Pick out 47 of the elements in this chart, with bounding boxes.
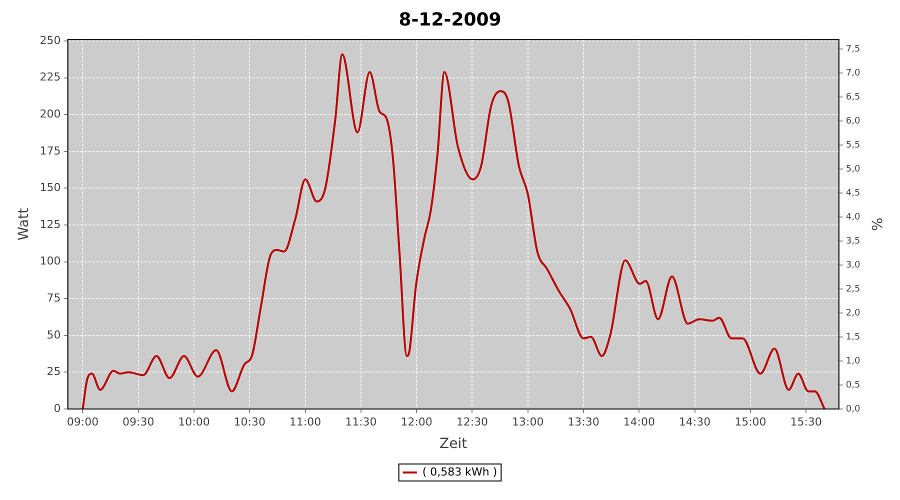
y-tick-label: 125 (40, 218, 61, 231)
y-tick-label: 25 (46, 365, 61, 378)
x-tick-label: 13:30 (568, 415, 600, 428)
x-tick-label: 11:00 (289, 415, 322, 428)
x-tick-label: 12:30 (456, 415, 488, 428)
y-tick-label: 175 (40, 144, 61, 158)
x-tick-label: 09:00 (66, 415, 99, 428)
y2-tick-label: 7,0 (846, 68, 860, 79)
x-tick-label: 10:30 (234, 415, 266, 428)
chart-title: 8-12-2009 (398, 9, 502, 30)
x-tick-label: 09:30 (122, 415, 154, 428)
y-tick-label: 0 (54, 402, 61, 415)
y2-tick-label: 5,5 (846, 140, 860, 150)
y-tick-label: 75 (46, 291, 61, 304)
y-tick-label: 200 (40, 108, 61, 121)
y2-tick-label: 7,5 (846, 44, 860, 55)
y2-tick-label: 0,5 (846, 380, 860, 390)
y-tick-label: 250 (40, 34, 61, 47)
y2-tick-label: 4,5 (846, 188, 860, 198)
x-tick-label: 12:00 (400, 415, 432, 428)
x-tick-label: 15:00 (734, 415, 766, 428)
line-series (82, 53, 826, 409)
y2-tick-label: 4,0 (846, 212, 860, 222)
y2-tick-label: 1,5 (846, 332, 860, 342)
y-tick-label: 100 (40, 254, 61, 268)
x-tick-label: 10:00 (178, 415, 210, 428)
y2-tick-label: 1,0 (846, 356, 860, 366)
y-tick-label: 50 (46, 328, 61, 342)
y2-tick-label: 2,5 (846, 284, 860, 294)
y2-tick-label: 5,0 (846, 164, 860, 174)
y2-tick-label: 3,0 (846, 260, 860, 270)
y-tick-label: 150 (40, 181, 61, 194)
y2-tick-label: 6,0 (846, 116, 860, 126)
x-axis-title: Zeit (440, 436, 468, 452)
y-axis-title: Watt (16, 208, 32, 241)
x-tick-label: 13:00 (512, 415, 544, 428)
y-tick-label: 225 (40, 70, 61, 84)
x-tick-label: 14:30 (678, 415, 711, 428)
x-tick-label: 11:30 (345, 415, 377, 428)
y2-axis-title: % (868, 218, 884, 231)
x-tick-label: 15:30 (790, 415, 822, 428)
y2-tick-label: 0,0 (846, 404, 860, 414)
y2-tick-label: 2,0 (846, 308, 860, 318)
x-tick-label: 14:00 (623, 415, 655, 428)
legend-label: ( 0,583 kWh ) (422, 465, 498, 478)
y2-tick-label: 6,5 (846, 92, 860, 103)
y2-tick-label: 3,5 (846, 236, 860, 246)
